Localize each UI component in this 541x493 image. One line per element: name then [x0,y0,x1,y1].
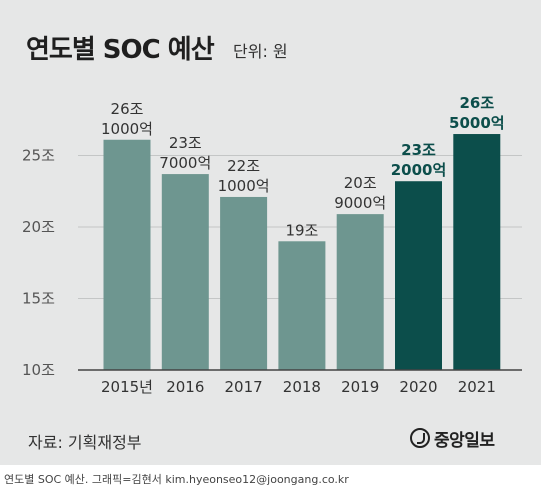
data-label: 20조 [344,174,377,192]
data-label: 1000억 [101,120,153,138]
data-label: 26조 [111,100,144,118]
bar [103,139,151,370]
bar [453,134,501,370]
joongang-logo-icon [410,428,430,448]
unit-label: 단위: 원 [233,42,288,61]
data-label: 9000억 [334,194,386,212]
y-tick-label: 20조 [22,218,55,236]
x-tick-label: 2017 [225,378,263,396]
x-tick-label: 2021 [458,378,496,396]
x-tick-label: 2020 [399,378,437,396]
bar [395,181,442,370]
data-label: 22조 [227,157,260,175]
x-tick-label: 2018 [283,378,321,396]
data-label: 23조 [169,134,202,152]
data-label: 7000억 [159,154,211,172]
y-tick-label: 10조 [22,361,55,379]
x-tick-label: 2019 [341,378,379,396]
x-tick-label: 2016 [166,378,204,396]
bar-chart: 10조 15조 20조 25조 26조 1000억 2015년 23조 7000억 2016 22조… [22,94,522,396]
data-label: 5000억 [449,114,505,132]
x-tick-label: 2015년 [101,378,153,396]
data-label: 26조 [459,94,494,112]
data-label: 23조 [401,141,436,159]
chart-title: 연도별 SOC 예산 [26,35,215,65]
y-tick-label: 15조 [22,289,55,307]
bar [336,214,384,370]
bar [161,174,209,370]
image-caption: 연도별 SOC 예산. 그래픽=김현서 kim.hyeonseo12@joong… [4,473,349,486]
bar [220,196,268,370]
data-label: 1000억 [218,177,270,195]
data-label: 2000억 [391,161,447,179]
data-label: 19조 [285,221,318,239]
source-note: 자료: 기획재정부 [28,433,142,452]
bar [278,241,326,370]
chart-card: 연도별 SOC 예산 단위: 원 10조 15조 20조 25조 26조 1000억 201… [0,0,541,465]
publisher-name: 중앙일보 [434,430,495,451]
publisher-logo: 중앙일보 [410,425,495,451]
y-tick-label: 25조 [22,146,55,164]
